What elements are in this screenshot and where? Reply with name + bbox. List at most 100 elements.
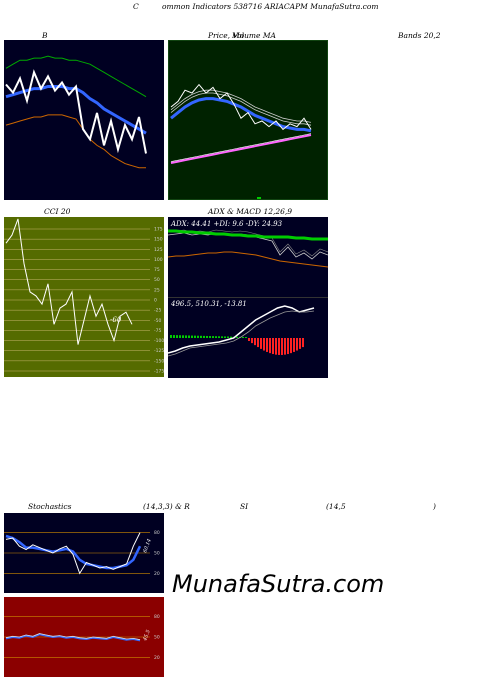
macd-histogram-bar [272, 338, 274, 355]
macd-histogram-bar [236, 336, 238, 338]
cci-tick-label: 125 [154, 247, 163, 253]
macd-histogram-bar [296, 338, 298, 351]
rsi-tick-label: 80 [154, 614, 160, 620]
macd-histogram-bar [251, 338, 253, 344]
macd-histogram-bar [254, 338, 256, 346]
pma-series-price [170, 83, 312, 131]
price-ma-label: Price, Volume MA [208, 31, 276, 40]
macd-histogram-bar [221, 336, 223, 338]
macd-histogram-bar [224, 336, 226, 338]
adx-series-adx [168, 251, 328, 268]
cci-tick-label: 100 [154, 257, 163, 263]
cci-chart: 175 150 125 100 75 50 25 0 -25 -50 -75 -100 -125 -150… [4, 218, 164, 375]
macd-histogram-bar [194, 335, 196, 338]
price-ma-panel [168, 40, 328, 200]
macd-histogram-bar [197, 335, 199, 338]
rsi-panel: 80 50 20 45.5 [4, 597, 164, 677]
pma-volume-bar [257, 197, 261, 199]
stoch-tick-label: 20 [154, 571, 160, 577]
rsi-params: (14,5 [326, 502, 346, 511]
macd-histogram-bar [302, 338, 304, 348]
chart-title: ommon Indicators 538716 ARIACAPM MunafaS… [162, 2, 379, 11]
cci-tick-label: -100 [154, 338, 164, 344]
cci-value: -60 [110, 316, 122, 324]
macd-histogram-bar [173, 335, 175, 338]
cci-tick-label: -150 [154, 358, 164, 364]
cci-panel: 175 150 125 100 75 50 25 0 -25 -50 -75 -100 -125 -150… [4, 217, 164, 377]
macd-histogram-bar [230, 336, 232, 338]
macd-histogram-bar [176, 335, 178, 338]
bollinger-series-lower [5, 114, 146, 169]
rsi-series [5, 633, 141, 641]
macd-histogram-bar [179, 335, 181, 338]
cci-label: CCI 20 [44, 207, 71, 216]
cci-tick-label: -75 [154, 328, 161, 334]
macd-histogram-bar [212, 336, 214, 338]
macd-histogram-bar [182, 335, 184, 338]
rsi-tick-label: 20 [154, 655, 160, 661]
stoch-panel: 80 50 20 60.14 [4, 513, 164, 593]
stoch-tick-label: 50 [154, 551, 160, 557]
adx-chart [168, 229, 328, 268]
pma-series-ma-slow [170, 134, 312, 164]
stoch-value: 60.14 [142, 538, 153, 554]
macd-histogram-bar [188, 335, 190, 338]
macd-histogram-bar [248, 338, 250, 341]
cci-series [5, 218, 133, 345]
cci-tick-label: 50 [154, 277, 160, 283]
adx-macd-label: ADX & MACD 12,26,9 [208, 207, 293, 216]
cci-tick-label: 25 [154, 287, 160, 293]
macd-histogram-bar [191, 335, 193, 338]
stoch-label: Stochastics [28, 502, 72, 511]
price-ma-over-label: Mo [232, 31, 245, 40]
macd-histogram-bar [266, 338, 268, 352]
macd-panel: 496.5, 510.31, -13.81 [168, 297, 328, 378]
pma-series-ma-blue [170, 97, 312, 133]
stoch-series-d [5, 534, 142, 570]
stoch-tick-label: 80 [154, 530, 160, 536]
macd-histogram-bar [287, 338, 289, 355]
macd-histogram-bar [215, 336, 217, 338]
macd-histogram-bar [185, 335, 187, 338]
rsi-close: ) [433, 502, 436, 511]
stoch-series-k [5, 532, 141, 575]
pma-series-ma-slow-2 [170, 133, 312, 162]
macd-values: 496.5, 510.31, -13.81 [171, 300, 247, 308]
macd-histogram-bar [227, 336, 229, 338]
bollinger-series-price [5, 69, 147, 154]
macd-histogram-bar [275, 338, 277, 355]
rsi-label: SI [240, 502, 249, 511]
cci-tick-label: -175 [154, 369, 164, 375]
macd-histogram-bar [263, 338, 265, 351]
macd-histogram-bar [218, 336, 220, 338]
pma-series-ma-fast [170, 89, 312, 123]
cci-tick-label: -25 [154, 308, 161, 314]
cci-tick-label: 75 [154, 267, 160, 273]
bollinger-label: B [42, 31, 48, 40]
macd-histogram-bar [209, 336, 211, 338]
rsi-value: 45.5 [142, 629, 152, 642]
cci-tick-label: 0 [154, 298, 157, 304]
macd-histogram-bar [278, 338, 280, 355]
macd-histogram-bar [260, 338, 262, 349]
cci-tick-label: 175 [154, 227, 163, 233]
rsi-series-blue [5, 633, 141, 642]
macd-histogram-bar [170, 335, 172, 338]
rsi-tick-label: 50 [154, 635, 160, 641]
bands-label: Bands 20,2 [398, 31, 441, 40]
bollinger-chart [5, 55, 147, 169]
macd-histogram-bar [206, 335, 208, 338]
macd-histogram-bar [200, 335, 202, 338]
macd-histogram-bar [245, 337, 247, 338]
macd-histogram-bar [257, 338, 259, 348]
macd-histogram-bar [269, 338, 271, 354]
adx-panel: ADX: 44.41 +DI: 9.6 -DY: 24.93 [168, 217, 328, 297]
bollinger-panel [4, 40, 164, 200]
stoch-chart: 80 50 20 60.14 [4, 530, 160, 577]
macd-series-macd [168, 305, 315, 354]
macd-histogram-bar [281, 338, 283, 355]
cci-tick-label: -50 [154, 318, 161, 324]
stoch-params: (14,3,3) & R [143, 502, 190, 511]
cci-tick-label: 150 [154, 237, 163, 243]
macd-histogram-bar [299, 338, 301, 349]
